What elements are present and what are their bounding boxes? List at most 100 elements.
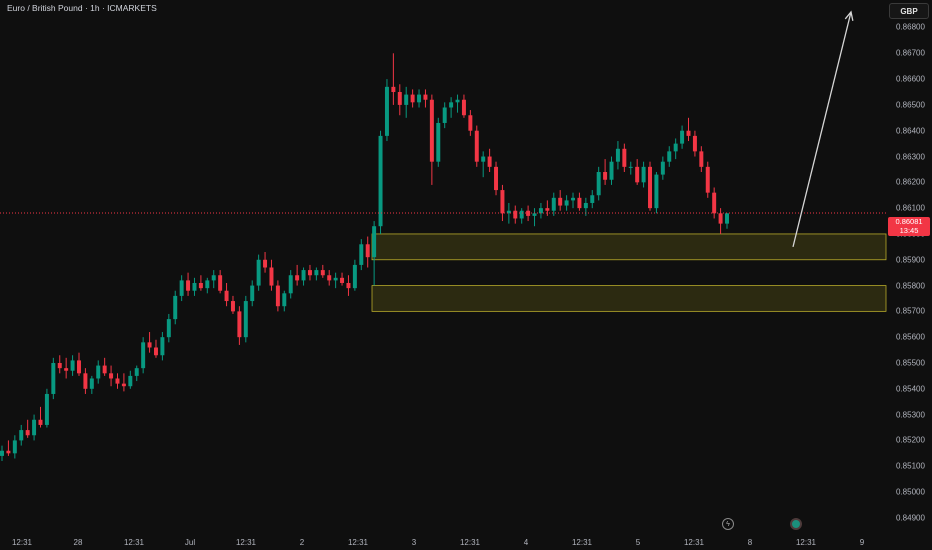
candle <box>12 435 17 459</box>
candle <box>141 337 146 374</box>
candle-body <box>38 419 43 425</box>
candle <box>346 275 351 296</box>
candle-body <box>564 200 569 206</box>
candle <box>160 332 165 361</box>
time-tick-label: 4 <box>523 538 529 547</box>
arrow-head[interactable] <box>844 10 854 21</box>
currency-button[interactable]: GBP <box>889 3 929 19</box>
candle <box>641 161 646 188</box>
candle <box>38 406 43 428</box>
candle-body <box>77 360 81 374</box>
candle-body <box>121 383 126 387</box>
candle-body <box>622 148 627 167</box>
candle <box>615 141 620 170</box>
candle <box>429 94 434 185</box>
candle-body <box>352 264 357 289</box>
candle <box>320 264 325 278</box>
candle <box>295 264 300 286</box>
candle <box>70 355 75 376</box>
candle-body <box>282 293 287 307</box>
candle-body <box>680 130 685 144</box>
candle <box>622 143 627 173</box>
candle <box>32 414 37 441</box>
candle-body <box>686 130 691 136</box>
candle-body <box>263 259 268 268</box>
candle-body <box>12 440 17 454</box>
candle <box>506 202 511 224</box>
candle-body <box>461 99 466 116</box>
candle-body <box>179 280 184 296</box>
candle-body <box>436 122 441 162</box>
candle-body <box>327 275 332 281</box>
candle-body <box>25 430 30 436</box>
candle-body <box>410 94 415 103</box>
price-tick-label: 0.86700 <box>896 48 925 58</box>
candle-body <box>128 375 133 387</box>
candle <box>301 267 306 286</box>
candle <box>153 339 158 358</box>
candle-body <box>314 270 319 276</box>
candles <box>0 53 729 462</box>
candle-body <box>583 202 588 209</box>
candle <box>275 280 280 312</box>
candle-body <box>494 166 499 191</box>
demand-zone[interactable] <box>371 233 887 261</box>
candle-body <box>635 166 640 183</box>
candle <box>660 156 665 180</box>
arrow-shaft[interactable] <box>792 11 852 248</box>
status-dot-icon[interactable] <box>790 518 802 530</box>
demand-zones[interactable] <box>371 233 887 312</box>
candle-body <box>705 166 710 193</box>
candle-body <box>378 135 383 227</box>
candle-body <box>89 378 94 389</box>
time-tick-label: 12:31 <box>795 538 817 547</box>
candle-body <box>487 156 492 167</box>
candle <box>378 130 383 234</box>
lightning-icon[interactable]: ϟ <box>722 518 734 530</box>
candle <box>186 272 191 296</box>
candle-body <box>115 378 120 384</box>
candle-body <box>648 166 652 209</box>
price-tick-label: 0.85600 <box>896 332 925 342</box>
candle-body <box>590 195 595 203</box>
candle-body <box>404 94 409 105</box>
candle <box>96 360 101 384</box>
candle <box>109 365 114 387</box>
projection-arrow[interactable] <box>792 10 854 248</box>
price-tick-label: 0.84900 <box>896 513 925 523</box>
candle-body <box>301 270 306 281</box>
time-tick-label: 8 <box>747 538 753 547</box>
price-tick-label: 0.85300 <box>896 410 925 420</box>
candle <box>327 270 332 286</box>
price-tick-label: 0.86500 <box>896 100 925 110</box>
candle-body <box>269 267 274 286</box>
candle <box>699 146 704 173</box>
candle <box>51 357 56 400</box>
candle <box>609 156 614 185</box>
candle-body <box>538 208 543 214</box>
symbol-title[interactable]: Euro / British Pound · 1h · ICMARKETS <box>7 3 157 13</box>
candle <box>449 97 454 118</box>
candle <box>571 192 576 209</box>
demand-zone[interactable] <box>371 285 887 312</box>
price-tick-label: 0.86200 <box>896 177 925 187</box>
candle <box>102 357 107 376</box>
time-tick-label: 12:31 <box>123 538 145 547</box>
candle-body <box>667 151 672 162</box>
time-axis[interactable]: 12:31 28 12:31 Jul 12:31 2 12:31 3 12:31 4 12:31 5 1… <box>0 532 887 550</box>
candle-body <box>500 190 505 214</box>
price-chart[interactable] <box>0 0 887 532</box>
candle <box>513 205 518 224</box>
candle-body <box>654 174 659 209</box>
candle-body <box>481 156 486 162</box>
candle-body <box>250 285 255 302</box>
chart-area[interactable]: Euro / British Pound · 1h · ICMARKETS <box>0 0 887 532</box>
candle <box>384 79 389 142</box>
candle-body <box>506 210 511 214</box>
candle <box>173 290 178 325</box>
candle-body <box>57 362 62 369</box>
price-axis[interactable]: 0.86800 0.86700 0.86600 0.86500 0.86400 0.863… <box>887 0 932 532</box>
candle-body <box>224 290 229 302</box>
price-tick-label: 0.86600 <box>896 74 925 84</box>
candle-body <box>307 270 312 276</box>
